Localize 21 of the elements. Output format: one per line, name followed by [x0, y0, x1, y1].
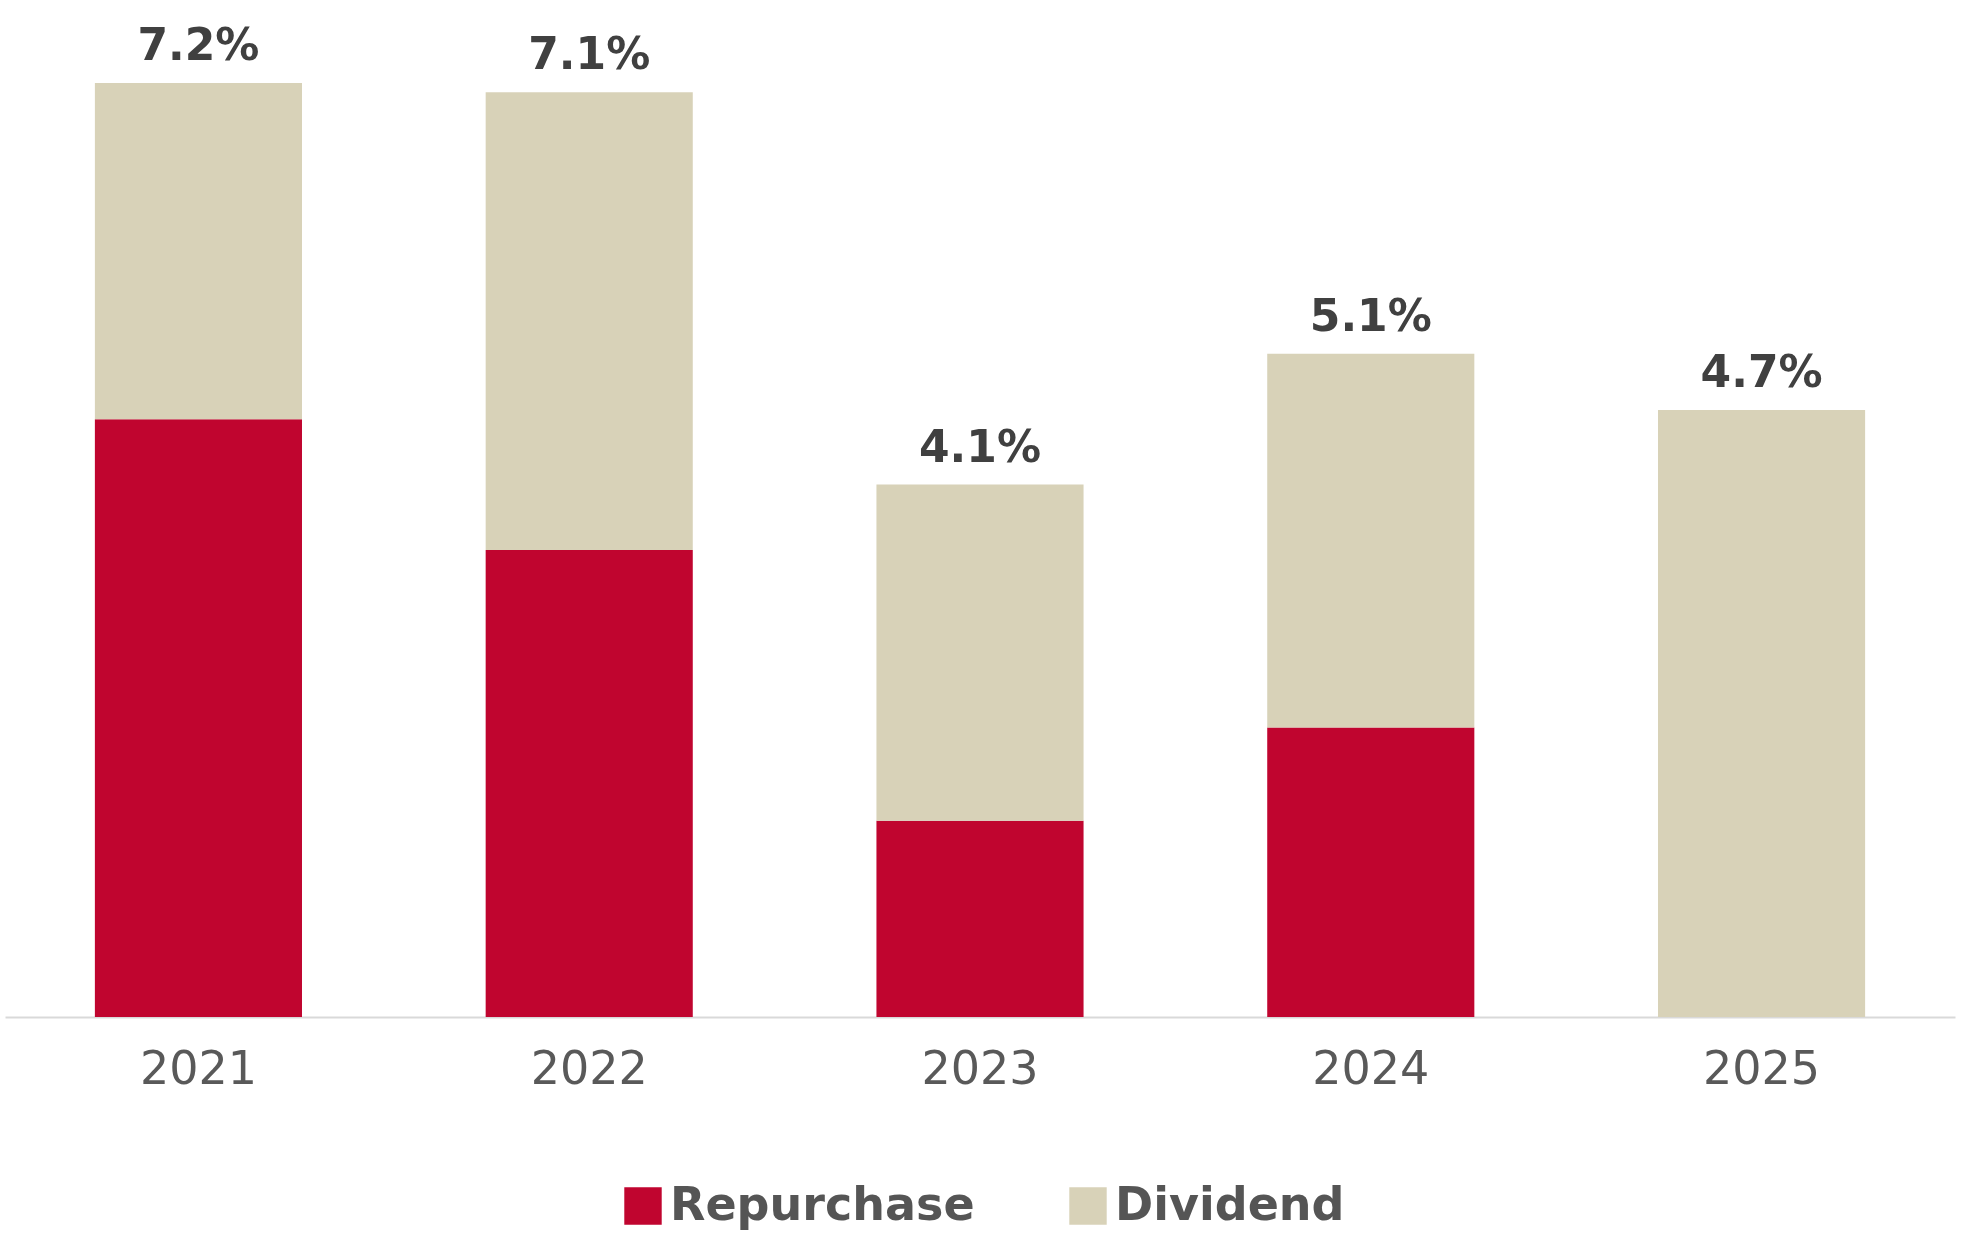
- bar: [94, 419, 302, 1017]
- x-tick-label: 2025: [1703, 1040, 1821, 1095]
- legend-label: Repurchase: [670, 1177, 975, 1231]
- bar: [1658, 409, 1866, 1017]
- bar: [94, 83, 302, 420]
- x-tick-label: 2023: [921, 1040, 1039, 1095]
- annotation: 5.1%: [1309, 289, 1432, 341]
- x-tick-label: 2022: [530, 1040, 648, 1095]
- x-tick-label: 2024: [1312, 1040, 1430, 1095]
- bar: [1267, 353, 1475, 728]
- legend-label: Dividend: [1115, 1177, 1345, 1231]
- annotation: 4.7%: [1700, 345, 1823, 397]
- annotation: 4.1%: [918, 420, 1042, 472]
- bar: [876, 484, 1084, 821]
- annotation: 7.2%: [137, 19, 260, 70]
- bar: [876, 820, 1084, 1017]
- bar: [1267, 727, 1475, 1017]
- bar: [485, 92, 693, 550]
- x-tick-label: 2021: [139, 1040, 257, 1095]
- bar: [485, 550, 693, 1017]
- annotation: 7.1%: [528, 28, 651, 80]
